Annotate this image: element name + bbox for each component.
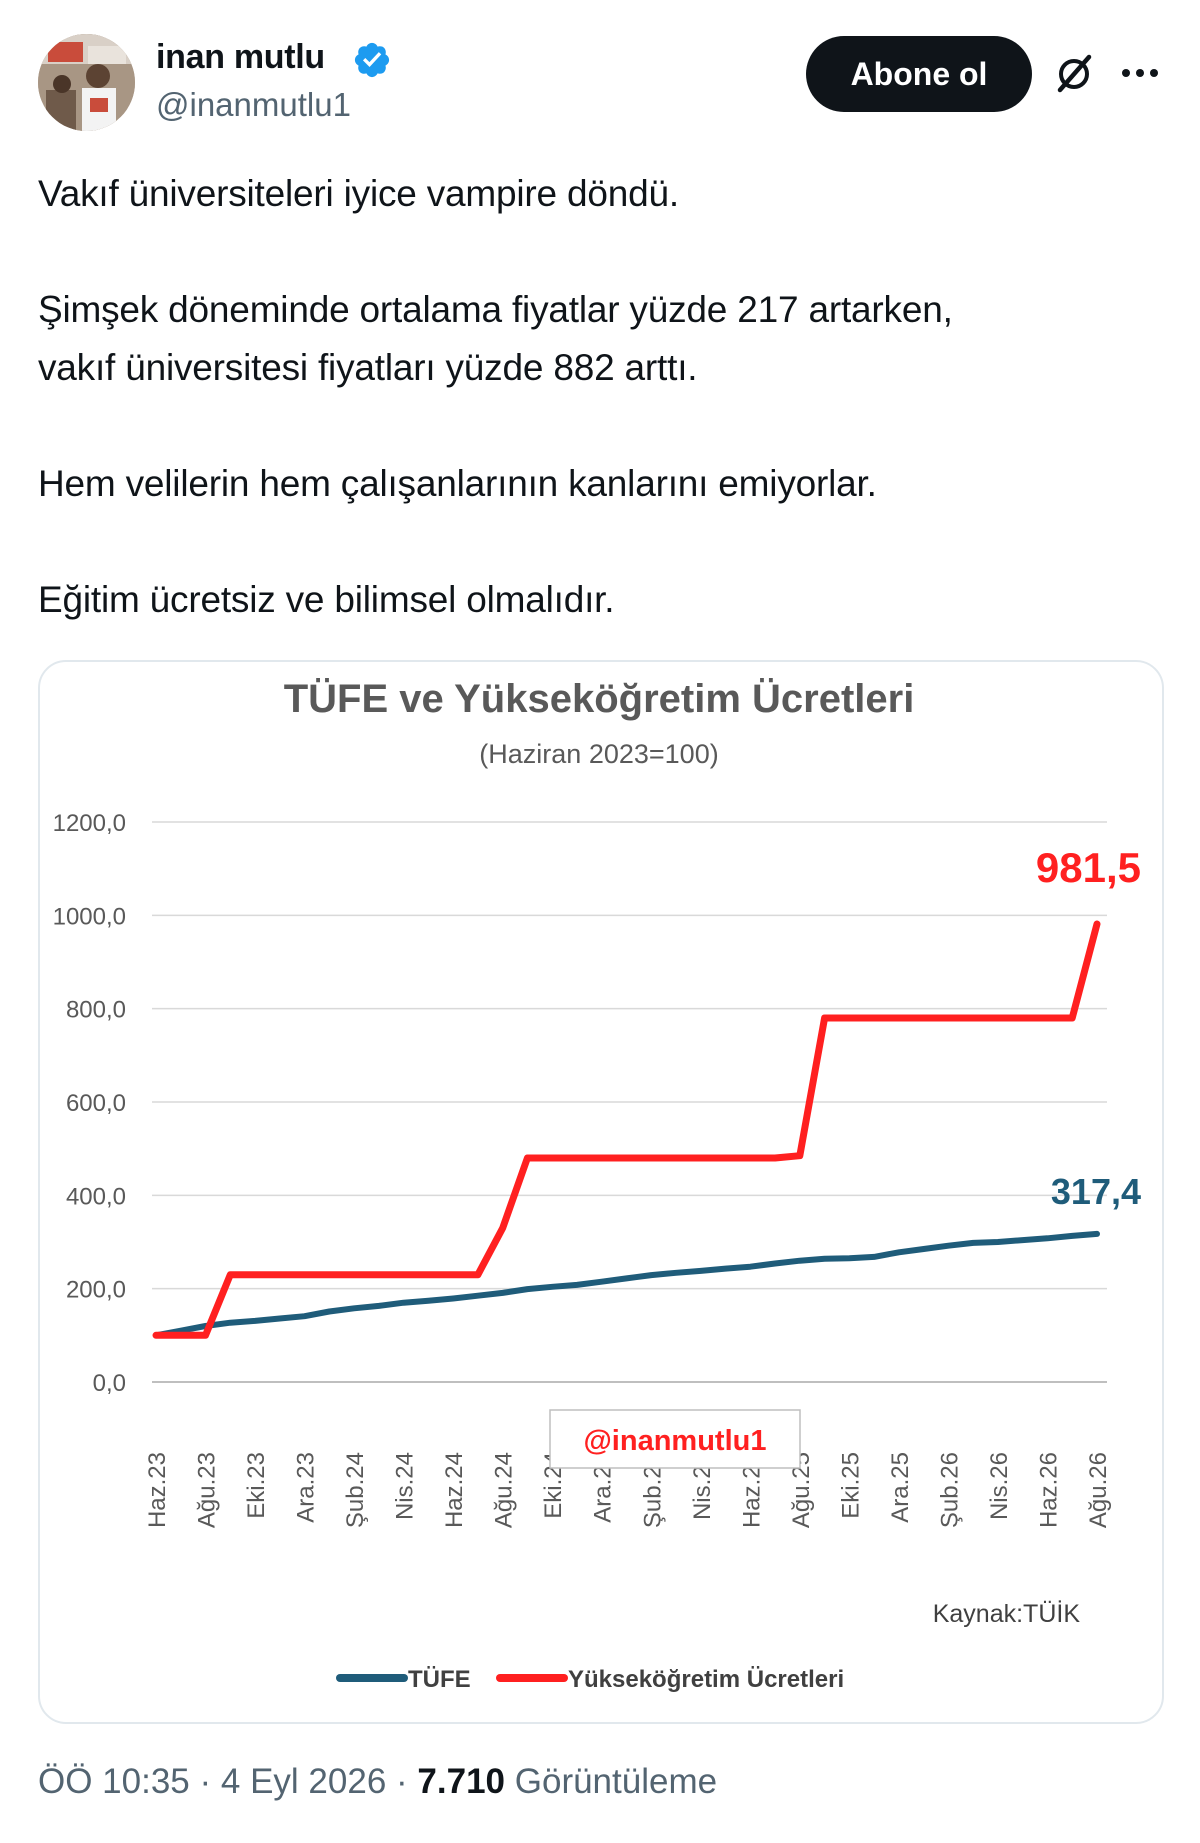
series-line-ucret <box>152 920 1101 1339</box>
y-tick-label: 600,0 <box>66 1090 126 1117</box>
chart-series: 317,4 981,5 <box>152 844 1141 1339</box>
tweet-meta: ÖÖ 10:35 · 4 Eyl 2026 · 7.710 Görüntülem… <box>38 1762 717 1802</box>
tweet-paragraph: Eğitim ücretsiz ve bilimsel olmalıdır. <box>38 579 615 620</box>
views-count: 7.710 <box>417 1762 506 1801</box>
tweet-media-chart[interactable]: TÜFE ve Yükseköğretim Ücretleri (Haziran… <box>38 660 1164 1724</box>
grok-icon[interactable] <box>1052 52 1096 96</box>
author-handle[interactable]: @inanmutlu1 <box>156 86 351 123</box>
views-label: Görüntüleme <box>514 1762 718 1801</box>
chart-watermark: @inanmutlu1 <box>584 1425 767 1457</box>
tweet-paragraph: Hem velilerin hem çalışanlarının kanları… <box>38 463 877 504</box>
x-tick-label: Ağu.26 <box>1085 1452 1112 1528</box>
chart-source: Kaynak:TÜİK <box>933 1599 1081 1628</box>
y-tick-label: 1200,0 <box>53 810 126 837</box>
legend-label-tufe: TÜFE <box>408 1666 471 1693</box>
chart-subtitle: (Haziran 2023=100) <box>479 739 718 769</box>
tweet-paragraph: Şimşek döneminde ortalama fiyatlar yüzde… <box>38 289 953 388</box>
x-tick-label: Ara.23 <box>293 1452 320 1523</box>
x-tick-label: Haz.24 <box>441 1452 468 1528</box>
y-tick-label: 1000,0 <box>53 903 126 930</box>
avatar[interactable] <box>38 34 135 131</box>
data-label-ucret: 981,5 <box>1036 844 1141 891</box>
chart-gridlines <box>152 821 1107 1383</box>
tweet-header: inan mutlu @inanmutlu1 Abone ol <box>38 34 1162 134</box>
line-chart: TÜFE ve Yükseköğretim Ücretleri (Haziran… <box>53 676 1141 1693</box>
x-tick-label: Eki.23 <box>243 1452 270 1519</box>
follow-button[interactable]: Abone ol <box>806 36 1032 112</box>
y-tick-label: 800,0 <box>66 997 126 1024</box>
y-tick-label: 200,0 <box>66 1277 126 1304</box>
meta-separator: · <box>396 1762 408 1801</box>
author-name[interactable]: inan mutlu <box>156 38 325 76</box>
chart-legend: TÜFE Yükseköğretim Ücretleri <box>336 1666 844 1693</box>
verified-badge-icon <box>354 42 390 78</box>
x-tick-label: Haz.23 <box>144 1452 171 1528</box>
meta-separator: · <box>199 1762 212 1801</box>
x-tick-label: Haz.26 <box>1035 1452 1062 1528</box>
x-tick-label: Şub.26 <box>936 1452 963 1528</box>
data-label-tufe: 317,4 <box>1051 1171 1141 1212</box>
x-tick-label: Eki.25 <box>837 1452 864 1519</box>
y-tick-label: 0,0 <box>93 1370 126 1397</box>
x-tick-label: Ara.25 <box>887 1452 914 1523</box>
y-tick-label: 400,0 <box>66 1183 126 1210</box>
legend-label-ucret: Yükseköğretim Ücretleri <box>568 1666 844 1693</box>
tweet-text: Vakıf üniversiteleri iyice vampire döndü… <box>38 165 1148 629</box>
tweet-time[interactable]: ÖÖ 10:35 <box>38 1762 190 1801</box>
series-line-tufe <box>153 1230 1100 1339</box>
x-tick-label: Nis.26 <box>986 1452 1013 1520</box>
profile-photo-icon <box>38 34 135 131</box>
x-tick-label: Ağu.23 <box>194 1452 221 1528</box>
more-options-icon[interactable] <box>1118 58 1162 88</box>
x-tick-label: Şub.24 <box>342 1452 369 1528</box>
chart-title: TÜFE ve Yükseköğretim Ücretleri <box>284 676 915 721</box>
chart-y-axis: 1200,0 1000,0 800,0 600,0 400,0 200,0 0,0 <box>53 810 126 1397</box>
watermark-box <box>549 1409 801 1469</box>
x-tick-label: Ağu.24 <box>491 1452 518 1528</box>
tweet-paragraph: Vakıf üniversiteleri iyice vampire döndü… <box>38 173 679 214</box>
x-tick-label: Nis.24 <box>392 1452 419 1520</box>
tweet-date[interactable]: 4 Eyl 2026 <box>220 1762 387 1801</box>
